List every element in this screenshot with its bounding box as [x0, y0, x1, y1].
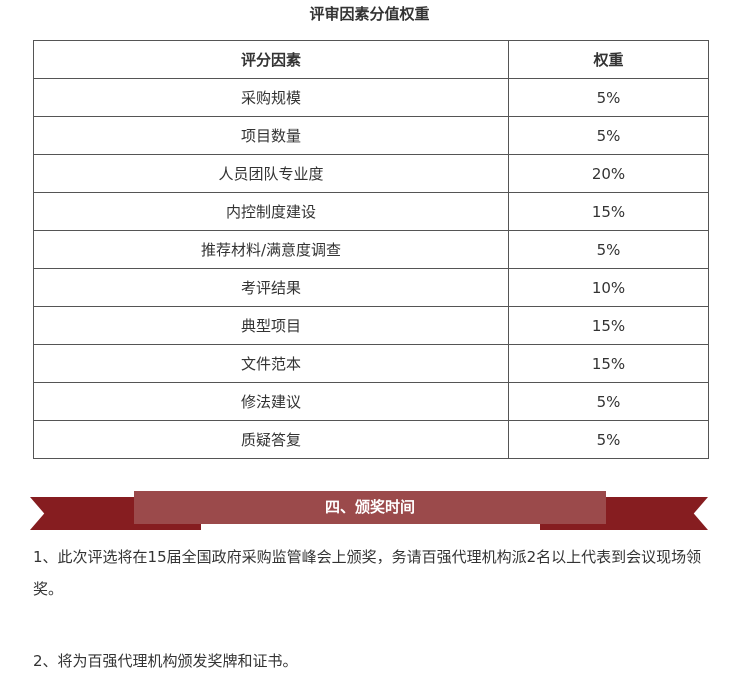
table-row: 内控制度建设 15%	[33, 192, 709, 231]
weight-cell: 5%	[508, 78, 709, 117]
table-title: 评审因素分值权重	[309, 5, 430, 23]
weight-table: 评分因素 权重 采购规模 5% 项目数量 5% 人员团队专业度 20% 内控制度建设 15% 推…	[33, 40, 709, 459]
table-header-row: 评分因素 权重	[33, 40, 709, 79]
table-row: 文件范本 15%	[33, 344, 709, 383]
weight-cell: 10%	[508, 268, 709, 307]
section-heading: 四、颁奖时间	[134, 491, 606, 524]
factor-cell: 典型项目	[33, 306, 509, 345]
table-row: 采购规模 5%	[33, 78, 709, 117]
factor-cell: 内控制度建设	[33, 192, 509, 231]
weight-cell: 5%	[508, 116, 709, 155]
factor-cell: 考评结果	[33, 268, 509, 307]
weight-cell: 5%	[508, 230, 709, 269]
weight-cell: 20%	[508, 154, 709, 193]
weight-cell: 5%	[508, 382, 709, 421]
weight-cell: 15%	[508, 192, 709, 231]
factor-cell: 推荐材料/满意度调查	[33, 230, 509, 269]
table-row: 考评结果 10%	[33, 268, 709, 307]
weight-cell: 15%	[508, 344, 709, 383]
factor-cell: 采购规模	[33, 78, 509, 117]
factor-cell: 项目数量	[33, 116, 509, 155]
ribbon-gap	[201, 524, 540, 532]
header-weight: 权重	[508, 40, 709, 79]
table-row: 推荐材料/满意度调查 5%	[33, 230, 709, 269]
table-row: 质疑答复 5%	[33, 420, 709, 459]
factor-cell: 人员团队专业度	[33, 154, 509, 193]
header-factor: 评分因素	[33, 40, 509, 79]
factor-cell: 质疑答复	[33, 420, 509, 459]
weight-cell: 5%	[508, 420, 709, 459]
weight-cell: 15%	[508, 306, 709, 345]
paragraph-1: 1、此次评选将在15届全国政府采购监管峰会上颁奖，务请百强代理机构派2名以上代表…	[33, 548, 702, 598]
table-row: 修法建议 5%	[33, 382, 709, 421]
table-row: 人员团队专业度 20%	[33, 154, 709, 193]
factor-cell: 修法建议	[33, 382, 509, 421]
paragraph-2: 2、将为百强代理机构颁发奖牌和证书。	[33, 652, 298, 670]
factor-cell: 文件范本	[33, 344, 509, 383]
table-row: 典型项目 15%	[33, 306, 709, 345]
table-row: 项目数量 5%	[33, 116, 709, 155]
